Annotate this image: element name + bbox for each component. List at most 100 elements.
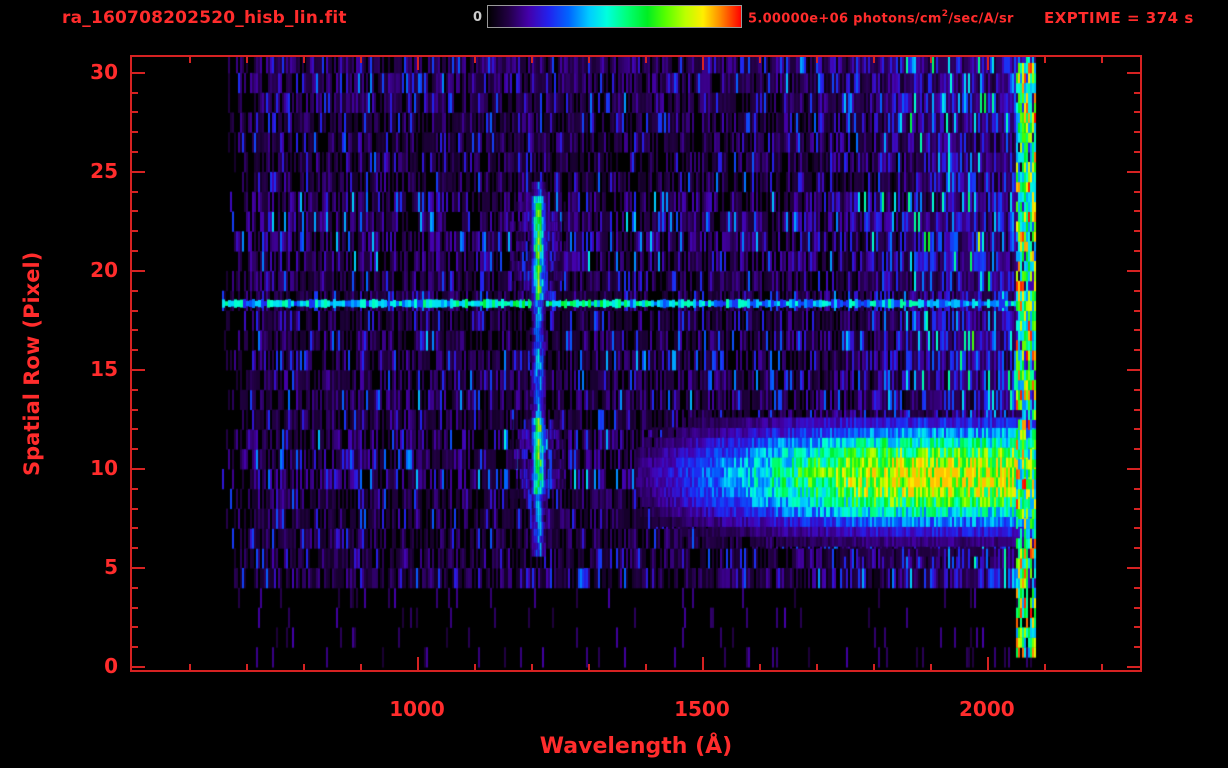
- axis-tick: [132, 230, 138, 233]
- axis-tick: [1134, 408, 1140, 411]
- axis-tick: [815, 57, 818, 63]
- axis-tick: [1134, 448, 1140, 451]
- axis-tick: [1134, 349, 1140, 352]
- axis-tick: [132, 467, 145, 470]
- axis-tick: [132, 388, 138, 391]
- axis-tick: [132, 111, 138, 114]
- axis-tick: [1127, 666, 1140, 669]
- axis-tick: [1134, 487, 1140, 490]
- axis-tick: [246, 57, 249, 63]
- axis-tick: [1127, 71, 1140, 74]
- axis-tick: [132, 408, 138, 411]
- axis-tick: [1127, 566, 1140, 569]
- axis-tick: [303, 57, 306, 63]
- axis-tick: [360, 57, 363, 63]
- axis-tick: [701, 657, 704, 670]
- x-tick-label: 2000: [959, 697, 1015, 721]
- axis-tick: [132, 329, 138, 332]
- axis-tick: [872, 664, 875, 670]
- axis-tick: [1134, 388, 1140, 391]
- y-tick-label: 15: [90, 356, 118, 381]
- axis-tick: [132, 487, 138, 490]
- plot-area: [130, 55, 1142, 672]
- x-tick-label: 1500: [674, 697, 730, 721]
- axis-tick: [132, 289, 138, 292]
- axis-tick: [929, 664, 932, 670]
- axis-tick: [132, 547, 138, 550]
- axis-tick: [132, 448, 138, 451]
- axis-tick: [132, 646, 138, 649]
- axis-tick: [417, 57, 420, 70]
- colorbar-max-label-suffix: /sec/A/sr: [948, 11, 1014, 27]
- spectral-heatmap-canvas: [132, 57, 1140, 670]
- axis-tick: [1134, 606, 1140, 609]
- axis-tick: [132, 566, 145, 569]
- axis-tick: [132, 626, 138, 629]
- axis-tick: [1134, 586, 1140, 589]
- y-tick-label: 10: [90, 455, 118, 480]
- axis-tick: [872, 57, 875, 63]
- colorbar: [487, 5, 742, 28]
- y-tick-label: 30: [90, 59, 118, 84]
- axis-tick: [132, 527, 138, 530]
- axis-tick: [929, 57, 932, 63]
- axis-tick: [132, 151, 138, 154]
- axis-tick: [758, 57, 761, 63]
- axis-tick: [132, 71, 145, 74]
- axis-tick: [986, 57, 989, 70]
- axis-tick: [986, 657, 989, 670]
- axis-tick: [1127, 467, 1140, 470]
- axis-tick: [132, 428, 138, 431]
- axis-tick: [1043, 57, 1046, 63]
- axis-tick: [1134, 527, 1140, 530]
- axis-tick: [132, 666, 145, 669]
- axis-tick: [360, 664, 363, 670]
- axis-tick: [1100, 57, 1103, 63]
- axis-tick: [1043, 664, 1046, 670]
- y-axis-title: Spatial Row (Pixel): [20, 251, 44, 476]
- axis-tick: [1127, 170, 1140, 173]
- axis-tick: [1134, 626, 1140, 629]
- x-axis-title: Wavelength (Å): [539, 734, 733, 759]
- axis-tick: [1134, 131, 1140, 134]
- axis-tick: [1127, 368, 1140, 371]
- axis-tick: [189, 664, 192, 670]
- axis-tick: [132, 349, 138, 352]
- axis-tick: [1134, 91, 1140, 94]
- axis-tick: [1134, 190, 1140, 193]
- axis-tick: [474, 57, 477, 63]
- y-tick-label: 20: [90, 257, 118, 282]
- axis-tick: [701, 57, 704, 70]
- colorbar-max-label-prefix: 5.00000e+06 photons/cm: [748, 11, 942, 27]
- axis-tick: [587, 664, 590, 670]
- axis-tick: [417, 657, 420, 670]
- axis-tick: [246, 664, 249, 670]
- axis-tick: [1134, 250, 1140, 253]
- axis-tick: [1100, 664, 1103, 670]
- axis-tick: [644, 664, 647, 670]
- axis-tick: [132, 507, 138, 510]
- y-tick-label: 0: [104, 654, 118, 679]
- axis-tick: [644, 57, 647, 63]
- axis-tick: [1134, 507, 1140, 510]
- axis-tick: [1134, 230, 1140, 233]
- axis-tick: [132, 210, 138, 213]
- axis-tick: [132, 586, 138, 589]
- axis-tick: [474, 664, 477, 670]
- axis-tick: [1134, 111, 1140, 114]
- axis-tick: [1134, 289, 1140, 292]
- axis-tick: [132, 368, 145, 371]
- colorbar-max-label-exponent: 2: [941, 9, 949, 19]
- axis-tick: [758, 664, 761, 670]
- axis-tick: [531, 57, 533, 63]
- axis-tick: [1134, 646, 1140, 649]
- axis-tick: [132, 131, 138, 134]
- axis-tick: [531, 664, 533, 670]
- x-tick-label: 1000: [389, 697, 445, 721]
- axis-tick: [132, 91, 138, 94]
- axis-tick: [132, 269, 145, 272]
- exptime-label: EXPTIME = 374 s: [1044, 9, 1194, 27]
- axis-tick: [1134, 151, 1140, 154]
- colorbar-min-label: 0: [472, 10, 482, 25]
